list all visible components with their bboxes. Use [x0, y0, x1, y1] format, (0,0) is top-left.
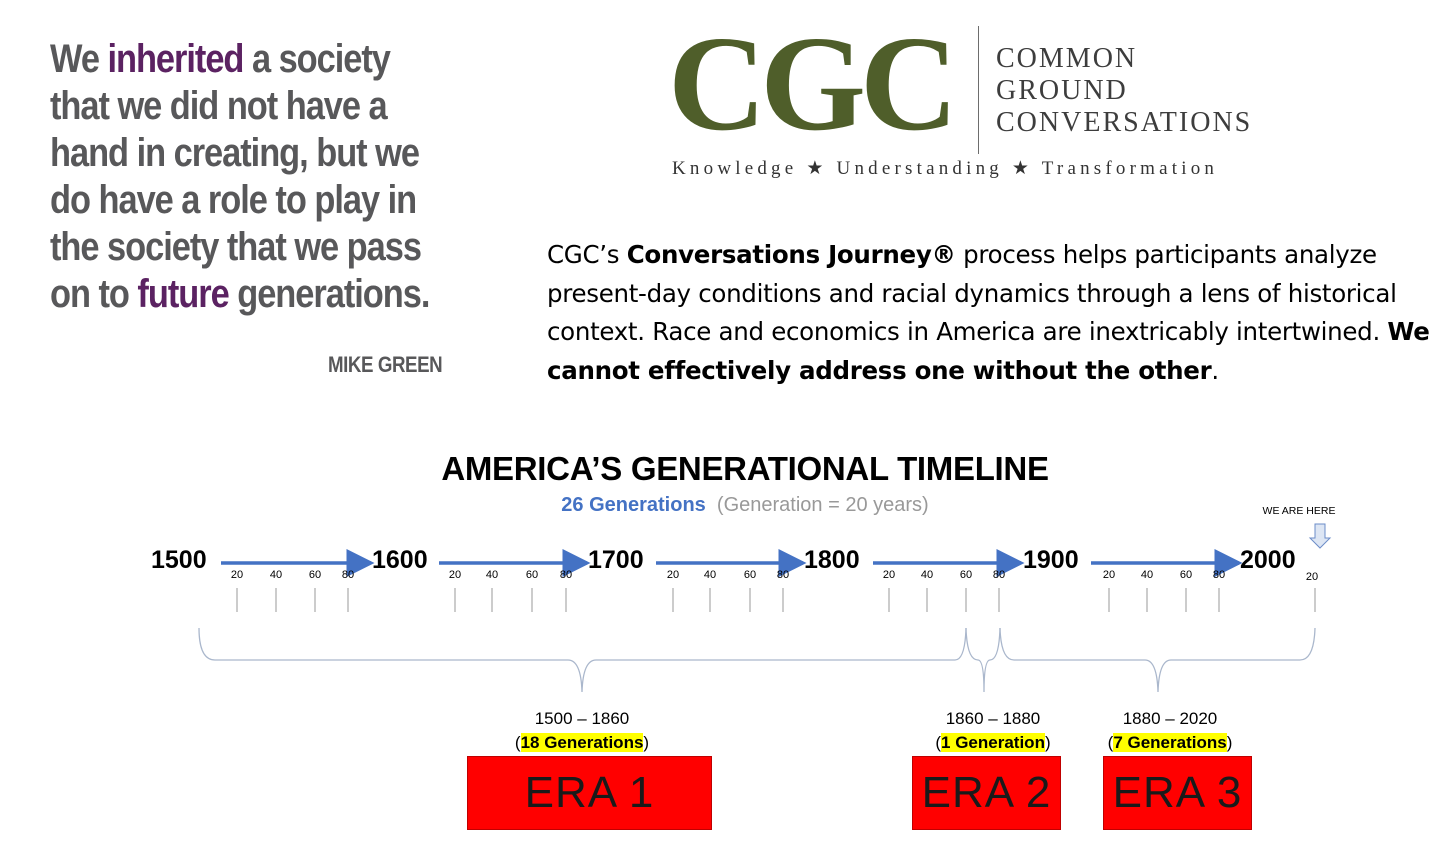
- decade-tick-label: 40: [270, 569, 282, 581]
- decade-tick-label: 60: [744, 569, 756, 581]
- century-label: 1900: [1023, 546, 1079, 574]
- quote-text: We: [50, 37, 108, 81]
- era1-range: 1500 – 1860: [534, 709, 630, 728]
- decade-tick-label: 40: [1141, 569, 1153, 581]
- logo-divider: [978, 26, 979, 154]
- decade-tick-label: 20: [883, 569, 895, 581]
- century-label: 2000: [1240, 546, 1296, 574]
- quote-line: that we did not have a: [50, 84, 388, 128]
- decade-tick-label: 60: [526, 569, 538, 581]
- century-label: 1600: [372, 546, 428, 574]
- quote-text: a society: [243, 37, 391, 81]
- intro-trademark: Conversations Journey®: [626, 240, 956, 269]
- we-are-here-label: WE ARE HERE: [1263, 505, 1336, 517]
- down-arrow-icon: [1308, 523, 1332, 549]
- quote-author: MIKE GREEN: [328, 352, 443, 377]
- decade-tick-label: 80: [1213, 569, 1225, 581]
- era2-generations-highlight: 1 Generation: [941, 733, 1045, 752]
- quote-text: on to: [50, 272, 138, 316]
- intro-text: .: [1211, 355, 1219, 385]
- decade-tick-label: 20: [1103, 569, 1115, 581]
- quote-line: the society that we pass: [50, 225, 422, 269]
- era3-generations-highlight: 7 Generations: [1113, 733, 1227, 752]
- era1-brace: [198, 627, 967, 693]
- century-label: 1700: [588, 546, 644, 574]
- era2-box: ERA 2: [912, 756, 1061, 830]
- decade-tick-label: 60: [960, 569, 972, 581]
- era3-box: ERA 3: [1103, 756, 1252, 830]
- logo-name: COMMON GROUND CONVERSATIONS: [996, 43, 1252, 139]
- intro-paragraph: CGC’s Conversations Journey® process hel…: [547, 236, 1447, 390]
- decade-tick-label: 40: [704, 569, 716, 581]
- era3-generations: (7 Generations): [1107, 733, 1233, 752]
- decade-tick-label: 20: [667, 569, 679, 581]
- quote-text: generations.: [228, 272, 430, 316]
- intro-text: process helps participants analyze prese…: [547, 240, 1397, 346]
- era3-range: 1880 – 2020: [1122, 709, 1218, 728]
- logo-name-line: CONVERSATIONS: [996, 107, 1253, 138]
- era3-brace: [999, 627, 1316, 693]
- logo-tagline: Knowledge ★ Understanding ★ Transformati…: [672, 158, 1219, 179]
- decade-tick-label: 20: [449, 569, 461, 581]
- intro-text: CGC’s: [547, 240, 627, 269]
- quote: We inherited a society that we did not h…: [50, 36, 430, 318]
- decade-tick-label: 80: [777, 569, 789, 581]
- final-tick-label: 20: [1306, 571, 1318, 583]
- decade-tick-label: 40: [486, 569, 498, 581]
- era2-range: 1860 – 1880: [945, 709, 1041, 728]
- quote-line: do have a role to play in: [50, 178, 417, 222]
- century-label: 1800: [804, 546, 860, 574]
- era1-generations: (18 Generations): [514, 733, 650, 752]
- generation-definition: (Generation = 20 years): [716, 494, 929, 516]
- quote-line: hand in creating, but we: [50, 131, 420, 175]
- intro-emphasis: We cannot effectively address one withou…: [547, 317, 1430, 385]
- era1-box: ERA 1: [467, 756, 712, 830]
- decade-tick-label: 60: [1180, 569, 1192, 581]
- logo-name-line: COMMON: [996, 43, 1138, 74]
- logo-name-line: GROUND: [996, 75, 1128, 106]
- decade-tick-label: 20: [231, 569, 243, 581]
- decade-tick-label: 80: [993, 569, 1005, 581]
- decade-tick-label: 80: [342, 569, 354, 581]
- decade-tick-label: 40: [921, 569, 933, 581]
- era1-generations-highlight: 18 Generations: [520, 733, 644, 752]
- timeline-title: AMERICA’S GENERATIONAL TIMELINE: [441, 450, 1049, 487]
- era2-generations: (1 Generation): [935, 733, 1051, 752]
- quote-highlight-future: future: [137, 272, 229, 316]
- generation-count: 26 Generations: [561, 494, 706, 516]
- cgc-logo-mark: CGC: [668, 9, 958, 159]
- era2-brace: [965, 627, 1001, 693]
- century-label: 1500: [151, 546, 207, 574]
- quote-highlight-inherited: inherited: [107, 37, 244, 81]
- timeline-subtitle: 26 Generations (Generation = 20 years): [0, 494, 1456, 517]
- decade-tick-label: 60: [309, 569, 321, 581]
- decade-tick-label: 80: [560, 569, 572, 581]
